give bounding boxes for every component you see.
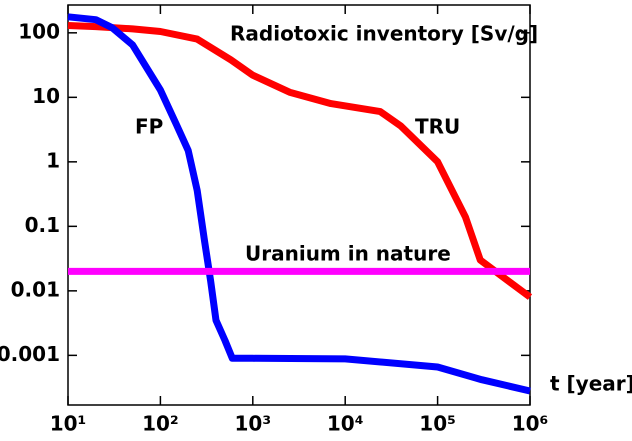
y-tick-label: 0.001 xyxy=(0,342,60,366)
annotation: t [year] xyxy=(550,372,632,396)
x-tick-label: 10⁵ xyxy=(419,412,456,436)
x-tick-label: 10³ xyxy=(235,412,272,436)
y-tick-label: 1 xyxy=(46,148,60,172)
annotation: Uranium in nature xyxy=(245,242,451,266)
x-tick-label: 10⁶ xyxy=(512,412,549,436)
y-tick-label: 100 xyxy=(18,19,60,43)
annotation: TRU xyxy=(415,115,460,139)
x-tick-label: 10² xyxy=(142,412,179,436)
x-tick-label: 10¹ xyxy=(50,412,87,436)
series-line xyxy=(67,13,531,395)
annotation: FP xyxy=(135,115,163,139)
annotation: Radiotoxic inventory [Sv/g] xyxy=(230,22,538,46)
y-tick-label: 0.1 xyxy=(25,213,60,237)
x-tick-label: 10⁴ xyxy=(327,412,364,436)
plot-frame xyxy=(67,4,531,406)
y-tick-label: 0.01 xyxy=(11,277,60,301)
y-tick-label: 10 xyxy=(32,84,60,108)
series-line xyxy=(67,22,533,300)
